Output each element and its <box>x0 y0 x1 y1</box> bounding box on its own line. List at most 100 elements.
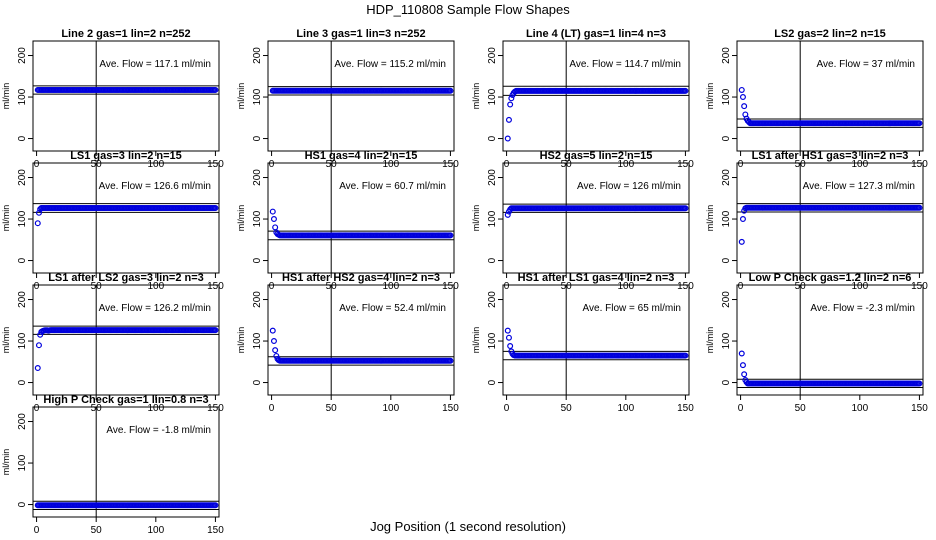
data-points <box>34 204 219 227</box>
y-tick-label: 200 <box>487 291 498 308</box>
plot-frame <box>502 284 690 396</box>
average-flow-annotation: Ave. Flow = 127.3 ml/min <box>803 181 915 192</box>
panel-title: Low P Check gas=1.2 lin=2 n=6 <box>749 272 912 284</box>
average-flow-annotation: Ave. Flow = 60.7 ml/min <box>339 181 446 192</box>
y-tick-label: 100 <box>487 88 498 105</box>
x-tick-label: 150 <box>207 403 224 414</box>
y-tick-label: 200 <box>17 291 28 308</box>
plot-frame <box>736 162 924 274</box>
data-point <box>739 216 746 223</box>
y-tick-label: 100 <box>17 210 28 227</box>
y-tick-label: 100 <box>17 88 28 105</box>
panel-11: HS1 after LS1 gas=4 lin=2 n=3 0 50 100 150 0 1… <box>471 272 694 414</box>
x-tick-label: 150 <box>911 403 928 414</box>
x-tick-label: 0 <box>504 159 510 170</box>
y-tick-label: 0 <box>17 379 28 385</box>
x-tick-label: 0 <box>269 281 275 292</box>
y-tick-label: 200 <box>17 413 28 430</box>
x-tick-label: 0 <box>34 525 40 536</box>
data-points <box>269 327 454 364</box>
plot-frame <box>267 40 455 152</box>
data-points <box>738 350 923 387</box>
x-tick-label: 50 <box>326 403 338 414</box>
data-point <box>272 224 279 231</box>
x-tick-label: 100 <box>617 159 634 170</box>
data-point <box>738 86 745 93</box>
panel-title: Line 3 gas=1 lin=3 n=252 <box>296 28 425 40</box>
panel-title: Line 4 (LT) gas=1 lin=4 n=3 <box>526 28 666 40</box>
data-points <box>34 502 219 509</box>
data-point <box>269 327 276 334</box>
x-tick-label: 50 <box>91 525 103 536</box>
panel-title: LS1 after LS2 gas=3 lin=2 n=3 <box>48 272 204 284</box>
data-point <box>507 101 514 108</box>
y-tick-label: 0 <box>17 501 28 507</box>
data-point <box>212 86 219 93</box>
plot-frame <box>502 162 690 274</box>
data-point <box>682 87 689 94</box>
panel-title: HS1 after LS1 gas=4 lin=2 n=3 <box>518 272 675 284</box>
x-tick-label: 150 <box>677 159 694 170</box>
data-point <box>741 371 748 378</box>
y-tick-label: 200 <box>17 169 28 186</box>
data-point <box>34 365 41 372</box>
y-tick-label: 0 <box>487 379 498 385</box>
plot-frame <box>736 40 924 152</box>
y-axis-label: ml/min <box>1 449 11 476</box>
panel-title: Line 2 gas=1 lin=2 n=252 <box>61 28 190 40</box>
x-tick-label: 100 <box>147 525 164 536</box>
data-point <box>682 352 689 359</box>
y-tick-label: 100 <box>487 332 498 349</box>
y-tick-label: 100 <box>721 88 732 105</box>
data-point <box>270 216 277 223</box>
panel-10: HS1 after HS2 gas=4 lin=2 n=3 0 50 100 150 0 1… <box>236 272 459 414</box>
average-flow-annotation: Ave. Flow = 52.4 ml/min <box>339 303 446 314</box>
plot-frame <box>736 284 924 396</box>
panel-5: LS1 gas=3 lin=2 n=150 50 100 1500100200ml/m… <box>1 150 224 292</box>
data-point <box>738 350 745 357</box>
panel-12: Low P Check gas=1.2 lin=2 n=6 0 50 100 150 0 1… <box>705 272 928 414</box>
average-flow-annotation: Ave. Flow = 126.2 ml/min <box>99 303 211 314</box>
y-tick-label: 0 <box>721 135 732 141</box>
y-tick-label: 200 <box>17 47 28 64</box>
panel-title: HS1 gas=4 lin=2 n=15 <box>305 150 418 162</box>
data-points <box>738 204 923 245</box>
y-tick-label: 200 <box>252 169 263 186</box>
y-tick-label: 0 <box>252 379 263 385</box>
plot-frame <box>502 40 690 152</box>
data-point <box>212 204 219 211</box>
y-tick-label: 0 <box>252 135 263 141</box>
y-tick-label: 200 <box>487 169 498 186</box>
y-axis-label: ml/min <box>236 205 246 232</box>
x-tick-label: 150 <box>207 525 224 536</box>
average-flow-annotation: Ave. Flow = 117.1 ml/min <box>99 59 211 70</box>
average-flow-annotation: Ave. Flow = 65 ml/min <box>583 303 681 314</box>
panel-8: LS1 after HS1 gas=3 lin=2 n=30 50 100 15001… <box>705 150 928 292</box>
data-point <box>447 87 454 94</box>
data-point <box>35 342 42 349</box>
y-tick-label: 100 <box>487 210 498 227</box>
x-tick-label: 0 <box>504 281 510 292</box>
x-tick-label: 150 <box>677 403 694 414</box>
data-point <box>738 238 745 245</box>
panel-title: LS2 gas=2 lin=2 n=15 <box>774 28 886 40</box>
y-axis-label: ml/min <box>1 83 11 110</box>
plot-frame <box>32 406 220 518</box>
data-point <box>504 327 511 334</box>
x-tick-label: 150 <box>442 281 459 292</box>
average-flow-annotation: Ave. Flow = 126.6 ml/min <box>99 181 211 192</box>
y-axis-label: ml/min <box>471 205 481 232</box>
data-point <box>508 95 515 102</box>
average-flow-annotation: Ave. Flow = -2.3 ml/min <box>810 303 915 314</box>
x-tick-label: 150 <box>677 281 694 292</box>
y-axis-label: ml/min <box>1 327 11 354</box>
average-flow-annotation: Ave. Flow = 126 ml/min <box>577 181 681 192</box>
data-points <box>34 86 219 93</box>
x-tick-label: 150 <box>207 281 224 292</box>
plot-frame <box>267 284 455 396</box>
data-point <box>269 208 276 215</box>
data-point <box>504 135 511 142</box>
data-points <box>269 87 454 94</box>
y-tick-label: 0 <box>487 257 498 263</box>
x-tick-label: 100 <box>617 281 634 292</box>
